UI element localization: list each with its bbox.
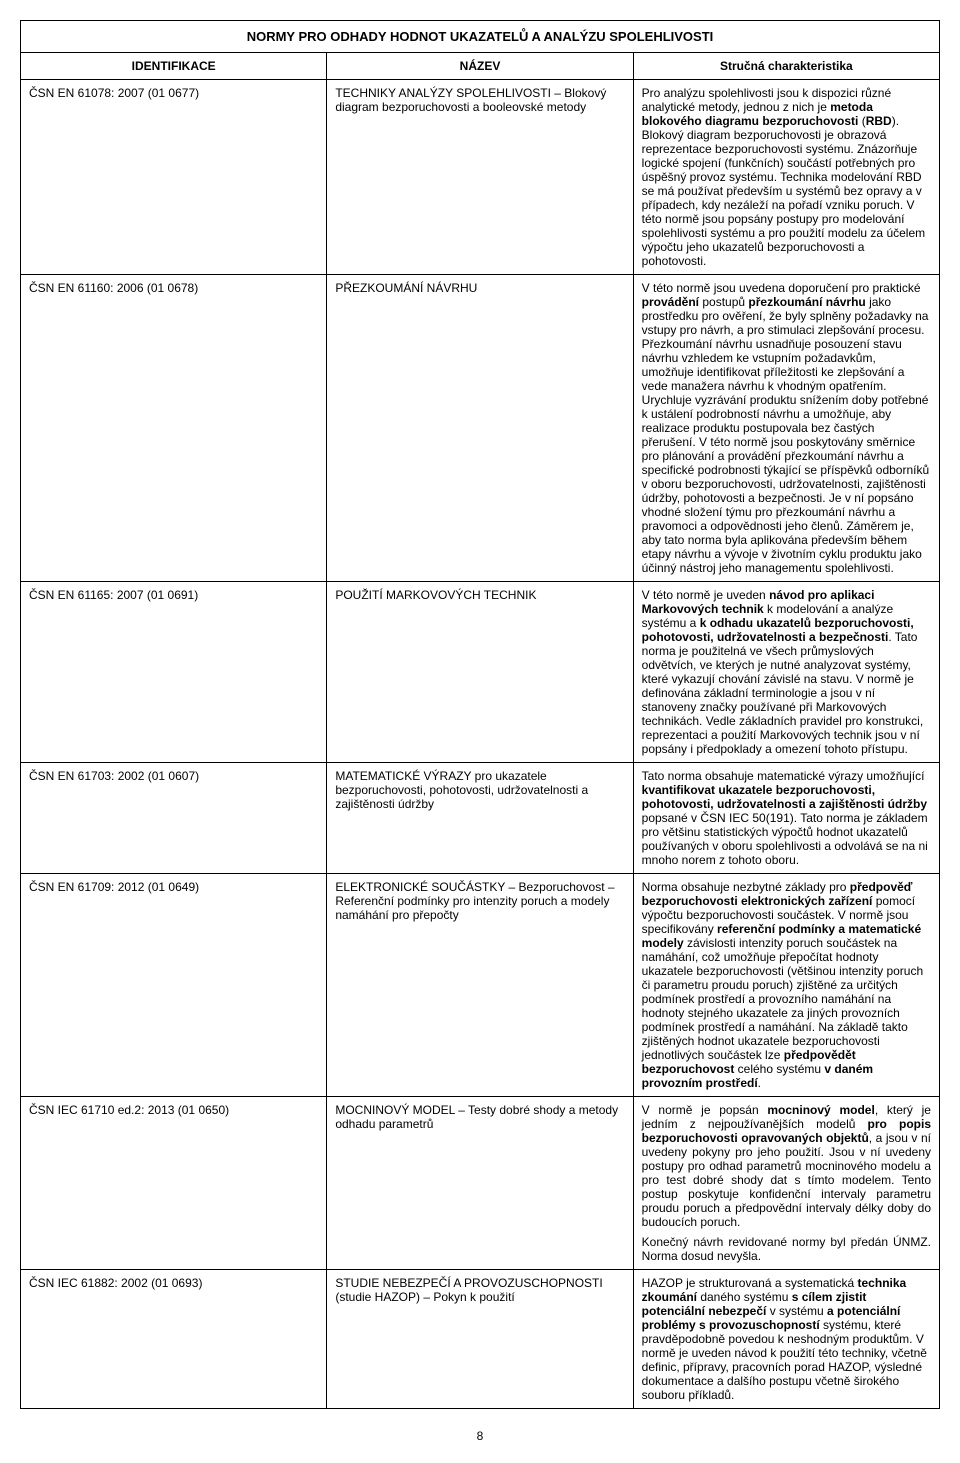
cell-name: MOCNINOVÝ MODEL – Testy dobré shody a me… bbox=[327, 1097, 633, 1270]
header-row: IDENTIFIKACE NÁZEV Stručná charakteristi… bbox=[21, 53, 940, 80]
cell-id: ČSN EN 61165: 2007 (01 0691) bbox=[21, 582, 327, 763]
header-id: IDENTIFIKACE bbox=[21, 53, 327, 80]
table-row: ČSN EN 61703: 2002 (01 0607)MATEMATICKÉ … bbox=[21, 763, 940, 874]
cell-desc: Pro analýzu spolehlivosti jsou k dispozi… bbox=[633, 80, 939, 275]
page-number: 8 bbox=[20, 1429, 940, 1443]
standards-table: NORMY PRO ODHADY HODNOT UKAZATELŮ A ANAL… bbox=[20, 20, 940, 1409]
table-row: ČSN EN 61165: 2007 (01 0691)POUŽITÍ MARK… bbox=[21, 582, 940, 763]
cell-desc: V této normě jsou uvedena doporučení pro… bbox=[633, 275, 939, 582]
cell-desc: Norma obsahuje nezbytné základy pro před… bbox=[633, 874, 939, 1097]
table-row: ČSN EN 61078: 2007 (01 0677)TECHNIKY ANA… bbox=[21, 80, 940, 275]
table-row: ČSN IEC 61710 ed.2: 2013 (01 0650)MOCNIN… bbox=[21, 1097, 940, 1270]
table-row: ČSN EN 61709: 2012 (01 0649)ELEKTRONICKÉ… bbox=[21, 874, 940, 1097]
cell-id: ČSN EN 61703: 2002 (01 0607) bbox=[21, 763, 327, 874]
header-name: NÁZEV bbox=[327, 53, 633, 80]
cell-desc: V této normě je uveden návod pro aplikac… bbox=[633, 582, 939, 763]
table-row: ČSN EN 61160: 2006 (01 0678)PŘEZKOUMÁNÍ … bbox=[21, 275, 940, 582]
cell-name: MATEMATICKÉ VÝRAZY pro ukazatele bezporu… bbox=[327, 763, 633, 874]
cell-id: ČSN EN 61709: 2012 (01 0649) bbox=[21, 874, 327, 1097]
cell-id: ČSN IEC 61882: 2002 (01 0693) bbox=[21, 1270, 327, 1409]
cell-desc: V normě je popsán mocninový model, který… bbox=[633, 1097, 939, 1270]
cell-id: ČSN IEC 61710 ed.2: 2013 (01 0650) bbox=[21, 1097, 327, 1270]
table-title: NORMY PRO ODHADY HODNOT UKAZATELŮ A ANAL… bbox=[21, 21, 940, 53]
cell-name: POUŽITÍ MARKOVOVÝCH TECHNIK bbox=[327, 582, 633, 763]
table-row: ČSN IEC 61882: 2002 (01 0693)STUDIE NEBE… bbox=[21, 1270, 940, 1409]
cell-name: STUDIE NEBEZPEČÍ A PROVOZUSCHOPNOSTI (st… bbox=[327, 1270, 633, 1409]
cell-desc: HAZOP je strukturovaná a systematická te… bbox=[633, 1270, 939, 1409]
cell-desc: Tato norma obsahuje matematické výrazy u… bbox=[633, 763, 939, 874]
cell-name: ELEKTRONICKÉ SOUČÁSTKY – Bezporuchovost … bbox=[327, 874, 633, 1097]
header-desc: Stručná charakteristika bbox=[633, 53, 939, 80]
cell-id: ČSN EN 61160: 2006 (01 0678) bbox=[21, 275, 327, 582]
cell-name: TECHNIKY ANALÝZY SPOLEHLIVOSTI – Blokový… bbox=[327, 80, 633, 275]
cell-id: ČSN EN 61078: 2007 (01 0677) bbox=[21, 80, 327, 275]
cell-name: PŘEZKOUMÁNÍ NÁVRHU bbox=[327, 275, 633, 582]
